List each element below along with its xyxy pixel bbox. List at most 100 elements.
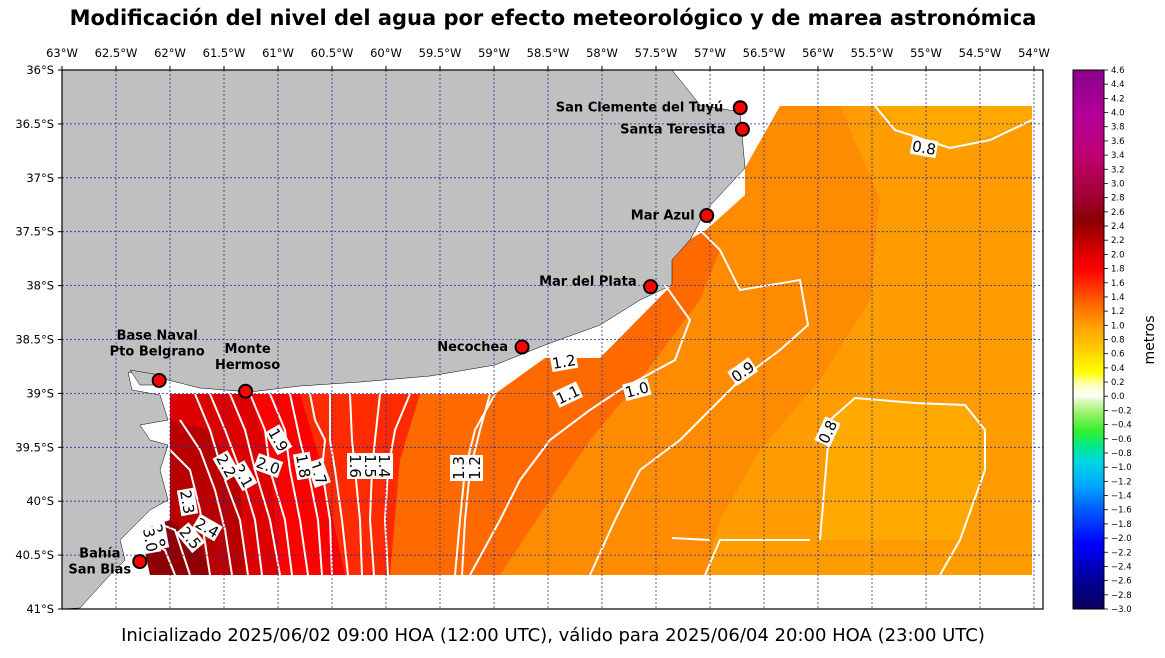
- lat-tick-label: 40.5°S: [15, 548, 54, 562]
- colorbar-tick-label: −2.6: [1111, 577, 1132, 587]
- contour-label: 2.3: [176, 487, 199, 517]
- colorbar-tick-label: −2.2: [1111, 548, 1132, 558]
- city-marker: San Clemente del Tuyú: [556, 100, 748, 116]
- city-label: Santa Teresita: [620, 122, 725, 137]
- lat-tick-label: 37°S: [26, 171, 54, 185]
- colorbar-tick-label: 0.4: [1111, 364, 1125, 374]
- map-title: Modificación del nivel del agua por efec…: [69, 6, 1037, 30]
- colorbar-gradient: [1072, 69, 1105, 610]
- city-dot: [732, 100, 748, 116]
- city-label: Base Naval: [117, 328, 198, 343]
- svg-text:3.0: 3.0: [139, 527, 161, 554]
- city-label: San Clemente del Tuyú: [556, 101, 723, 116]
- city-dot: [699, 208, 715, 224]
- city-label: Monte: [225, 342, 271, 357]
- colorbar-tick-label: 1.0: [1111, 321, 1125, 331]
- lon-tick-label: 59°W: [478, 46, 510, 60]
- colorbar: 4.6 4.4 4.2 4.0 3.8 3.6 3.4 3.2 3.0 2.8 2.6 2.4 2.2 2…: [1072, 66, 1158, 615]
- city-dot: [643, 279, 659, 295]
- lon-tick-label: 57.5°W: [635, 46, 678, 60]
- grid-lines: [62, 70, 1043, 609]
- colorbar-tick-label: −1.4: [1111, 492, 1132, 502]
- colorbar-tick-label: 4.0: [1111, 109, 1125, 119]
- city-dot: [734, 121, 750, 137]
- lat-tick-label: 41°S: [26, 602, 54, 616]
- colorbar-tick-label: 0.6: [1111, 350, 1125, 360]
- colorbar-tick-label: −2.0: [1111, 534, 1132, 544]
- svg-text:1.2: 1.2: [551, 351, 578, 373]
- colorbar-tick-label: 1.6: [1111, 279, 1125, 289]
- city-dot: [514, 339, 530, 355]
- svg-text:1.4: 1.4: [375, 454, 393, 478]
- lon-tick-label: 60.5°W: [311, 46, 354, 60]
- contour-label: 0.8: [909, 136, 939, 159]
- validity-footer: Inicializado 2025/06/02 09:00 HOA (12:00…: [121, 625, 985, 646]
- svg-text:1.8: 1.8: [292, 453, 314, 480]
- lat-tick-label: 39.5°S: [15, 440, 54, 454]
- lon-tick-label: 61.5°W: [203, 46, 246, 60]
- contour-label: 1.2: [466, 455, 484, 481]
- city-marker: Necochea: [437, 339, 530, 355]
- longitude-axis: 63°W 62.5°W 62°W 61.5°W 61°W 60.5°W 60°W 59.5°W…: [46, 46, 1050, 70]
- svg-text:1.2: 1.2: [466, 456, 484, 480]
- contour-label: 1.4: [375, 453, 393, 479]
- colorbar-tick-label: 1.4: [1111, 293, 1125, 303]
- lon-tick-label: 54°W: [1018, 46, 1050, 60]
- colorbar-tick-label: 0.8: [1111, 336, 1125, 346]
- city-marker: Santa Teresita: [620, 121, 750, 137]
- svg-text:1.6: 1.6: [346, 454, 364, 478]
- city-label: Bahía: [79, 547, 120, 562]
- colorbar-tick-label: 3.0: [1111, 179, 1125, 189]
- colorbar-tick-label: 1.2: [1111, 307, 1125, 317]
- city-dot: [132, 554, 148, 570]
- lat-tick-label: 40°S: [26, 494, 54, 508]
- colorbar-tick-label: −2.4: [1111, 562, 1132, 572]
- contour-label: 1.2: [549, 350, 579, 373]
- colorbar-tick-label: 4.2: [1111, 94, 1125, 104]
- lon-tick-label: 61°W: [262, 46, 294, 60]
- lon-tick-label: 54.5°W: [959, 46, 1002, 60]
- colorbar-tick-label: −1.8: [1111, 520, 1132, 530]
- svg-text:1.0: 1.0: [623, 378, 651, 402]
- colorbar-tick-label: −0.8: [1111, 449, 1132, 459]
- colorbar-tick-label: 2.0: [1111, 250, 1125, 260]
- svg-text:0.8: 0.8: [911, 137, 938, 159]
- lon-tick-label: 55.5°W: [851, 46, 894, 60]
- latitude-axis: 36°S 36.5°S 37°S 37.5°S 38°S 38.5°S 39°S 39.5°S…: [15, 63, 62, 616]
- lon-tick-label: 59.5°W: [419, 46, 462, 60]
- colorbar-tick-label: 3.2: [1111, 165, 1125, 175]
- colorbar-tick-label: −1.0: [1111, 463, 1132, 473]
- city-marker: Mar Azul: [631, 208, 715, 224]
- lat-tick-label: 37.5°S: [15, 225, 54, 239]
- colorbar-tick-label: −1.6: [1111, 506, 1132, 516]
- lat-tick-label: 36.5°S: [15, 117, 54, 131]
- lon-tick-label: 57°W: [694, 46, 726, 60]
- lon-tick-label: 60°W: [370, 46, 402, 60]
- contour-label: 1.6: [346, 453, 364, 479]
- lat-tick-label: 36°S: [26, 63, 54, 77]
- contour-label: 1.8: [292, 451, 315, 481]
- colorbar-tick-label: 3.8: [1111, 123, 1125, 133]
- lat-tick-label: 38.5°S: [15, 333, 54, 347]
- city-label: San Blas: [68, 563, 131, 578]
- colorbar-ticks: 4.6 4.4 4.2 4.0 3.8 3.6 3.4 3.2 3.0 2.8 2.6 2.4 2.2 2…: [1104, 66, 1132, 615]
- colorbar-tick-label: 4.6: [1111, 66, 1125, 76]
- colorbar-tick-label: 1.8: [1111, 265, 1125, 275]
- colorbar-tick-label: 3.4: [1111, 151, 1125, 161]
- colorbar-tick-label: 4.4: [1111, 80, 1125, 90]
- colorbar-tick-label: −2.8: [1111, 591, 1132, 601]
- lon-tick-label: 62.5°W: [95, 46, 138, 60]
- lon-tick-label: 56.5°W: [743, 46, 786, 60]
- city-label: Mar del Plata: [539, 275, 637, 290]
- colorbar-tick-label: 2.6: [1111, 208, 1125, 218]
- lat-tick-label: 39°S: [26, 386, 54, 400]
- colorbar-tick-label: −0.2: [1111, 406, 1132, 416]
- map-area: 0.80.90.81.01.11.21.31.21.41.51.61.71.81…: [15, 46, 1050, 616]
- svg-text:2.3: 2.3: [176, 489, 198, 516]
- svg-text:1.5: 1.5: [361, 454, 379, 478]
- contour-label: 1.5: [361, 453, 379, 479]
- lon-tick-label: 58°W: [586, 46, 618, 60]
